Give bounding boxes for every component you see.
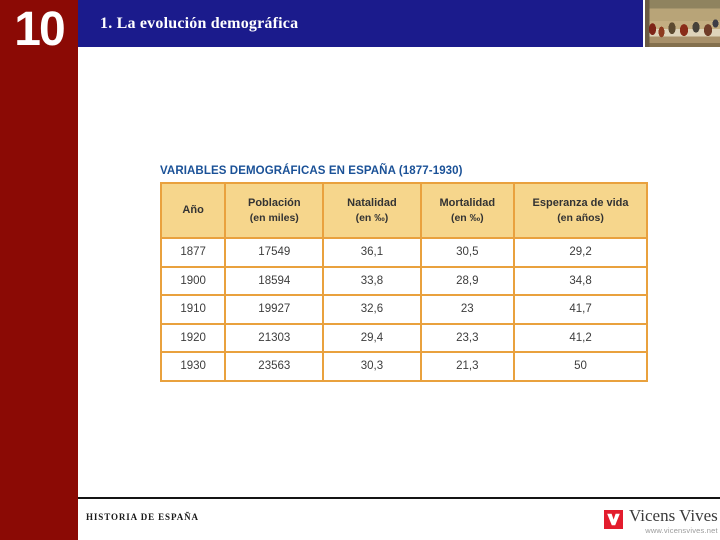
column-header: Año bbox=[159, 182, 227, 239]
unit-number: 10 bbox=[14, 3, 65, 56]
table-cell: 1910 bbox=[159, 294, 227, 325]
unit-sidebar: 10 bbox=[0, 0, 78, 540]
table-cell: 41,2 bbox=[513, 322, 648, 353]
table-cell: 1877 bbox=[159, 237, 227, 268]
publisher-wordmark: Vicens Vives bbox=[629, 506, 718, 525]
course-label: HISTORIA DE ESPAÑA bbox=[86, 512, 199, 522]
table-caption: VARIABLES DEMOGRÁFICAS EN ESPAÑA (1877-1… bbox=[160, 165, 463, 177]
table-cell: 23 bbox=[419, 294, 516, 325]
table-cell: 21,3 bbox=[419, 351, 516, 382]
table-cell: 28,9 bbox=[419, 265, 516, 296]
table-cell: 33,8 bbox=[322, 265, 422, 296]
header-bar: 1. La evolución demográfica bbox=[78, 0, 643, 47]
publisher-url: www.vicensvives.net bbox=[645, 525, 718, 535]
demographics-table: Año Población (en miles) Natalidad (en ‰) Mor… bbox=[159, 182, 648, 382]
table-cell: 1900 bbox=[159, 265, 227, 296]
table-row: 1877 17549 36,1 30,5 29,2 bbox=[159, 237, 648, 268]
publisher-text-block: Vicens Vives www.vicensvives.net bbox=[629, 506, 718, 535]
table-row: 1910 19927 32,6 23 41,7 bbox=[159, 294, 648, 325]
table-cell: 30,3 bbox=[322, 351, 422, 382]
table-row: 1930 23563 30,3 21,3 50 bbox=[159, 351, 648, 382]
demographics-table-block: VARIABLES DEMOGRÁFICAS EN ESPAÑA (1877-1… bbox=[159, 165, 648, 382]
publisher-logo: Vicens Vives www.vicensvives.net bbox=[604, 506, 718, 535]
column-header: Mortalidad (en ‰) bbox=[419, 182, 516, 239]
vicens-vives-v-icon bbox=[604, 510, 623, 529]
column-header: Población (en miles) bbox=[224, 182, 325, 239]
footer-divider bbox=[78, 497, 720, 499]
column-header: Natalidad (en ‰) bbox=[322, 182, 422, 239]
table-cell: 1920 bbox=[159, 322, 227, 353]
table-cell: 36,1 bbox=[322, 237, 422, 268]
section-title: 1. La evolución demográfica bbox=[100, 14, 299, 32]
table-cell: 29,4 bbox=[322, 322, 422, 353]
table-cell: 41,7 bbox=[513, 294, 648, 325]
table-cell: 50 bbox=[513, 351, 648, 382]
table-cell: 19927 bbox=[224, 294, 325, 325]
table-cell: 32,6 bbox=[322, 294, 422, 325]
table-cell: 29,2 bbox=[513, 237, 648, 268]
table-cell: 34,8 bbox=[513, 265, 648, 296]
table-header-row: Año Población (en miles) Natalidad (en ‰) Mor… bbox=[159, 182, 648, 239]
table-cell: 18594 bbox=[224, 265, 325, 296]
table-row: 1920 21303 29,4 23,3 41,2 bbox=[159, 322, 648, 353]
column-header: Esperanza de vida (en años) bbox=[513, 182, 648, 239]
table-cell: 30,5 bbox=[419, 237, 516, 268]
table-cell: 23563 bbox=[224, 351, 325, 382]
table-cell: 17549 bbox=[224, 237, 325, 268]
header-painting-thumbnail bbox=[645, 0, 720, 47]
table-row: 1900 18594 33,8 28,9 34,8 bbox=[159, 265, 648, 296]
table-cell: 1930 bbox=[159, 351, 227, 382]
table-cell: 21303 bbox=[224, 322, 325, 353]
table-cell: 23,3 bbox=[419, 322, 516, 353]
